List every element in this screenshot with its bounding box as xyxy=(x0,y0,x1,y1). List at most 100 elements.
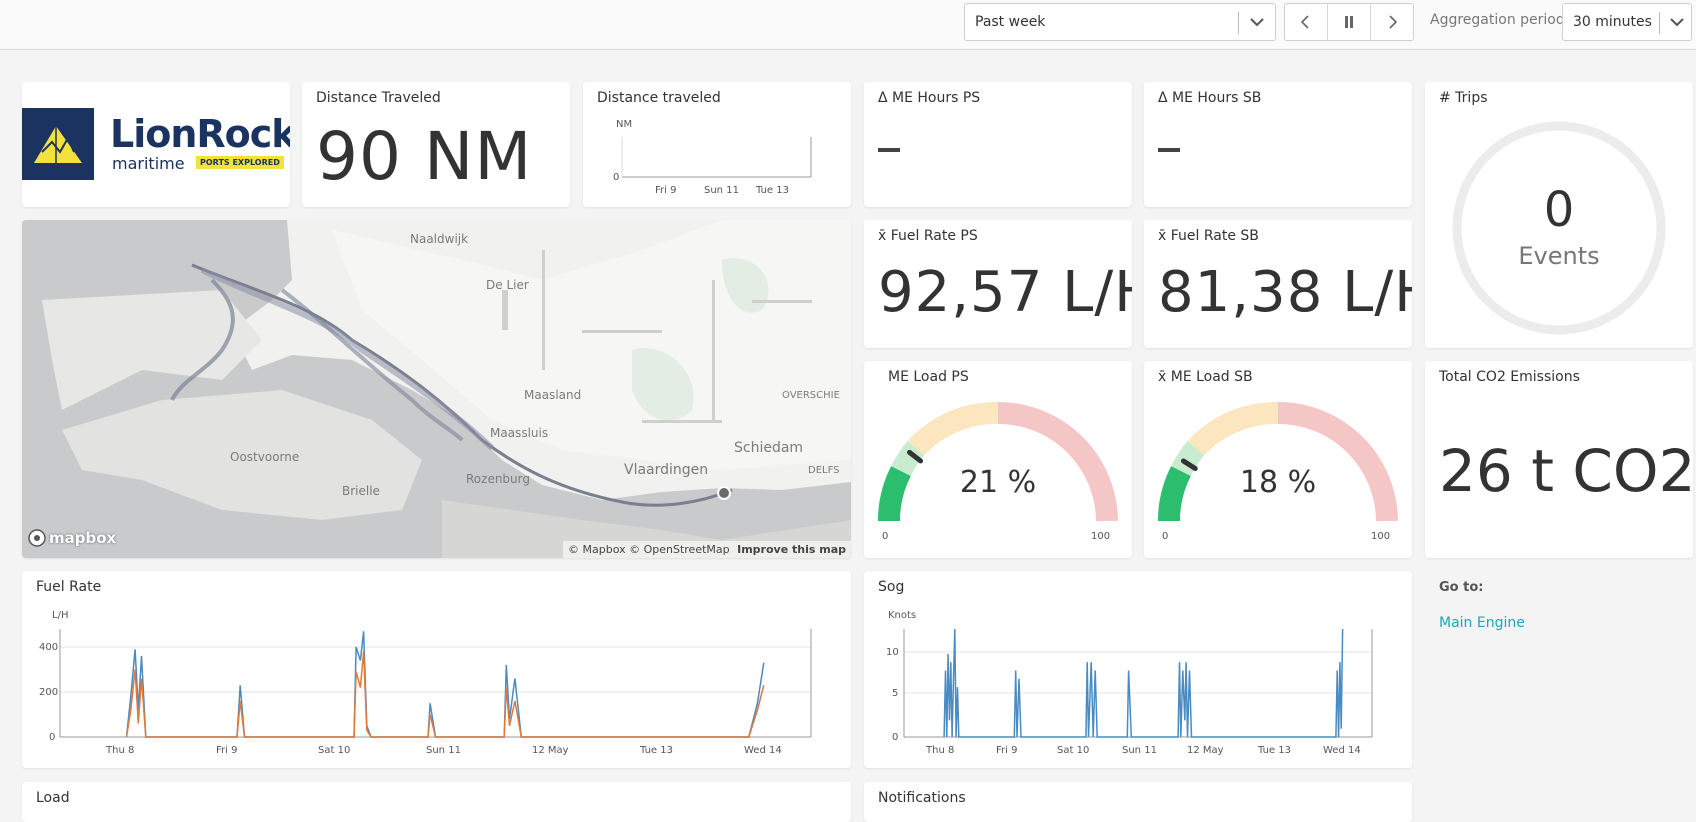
y-tick: 0 xyxy=(49,732,55,743)
map-place-label: DELFS xyxy=(808,465,840,476)
card-title: Total CO2 Emissions xyxy=(1439,369,1580,385)
mapbox-icon xyxy=(28,529,46,547)
card-title: x̄ ME Load SB xyxy=(1158,369,1253,385)
time-nav-group xyxy=(1284,3,1414,41)
x-tick: Sun 11 xyxy=(426,745,461,756)
distance-value: 90 NM xyxy=(316,118,533,195)
sog-chart-card: Sog Knots 10 5 0 Thu 8 Fri 9 Sat 10 Sun … xyxy=(864,571,1412,768)
y-tick: 400 xyxy=(39,642,58,653)
x-tick: Thu 8 xyxy=(105,745,134,756)
me-hours-ps-card: Δ ME Hours PS xyxy=(864,82,1132,207)
previous-period-button[interactable] xyxy=(1285,4,1328,40)
gauge-needle xyxy=(1180,458,1198,471)
x-tick: Fri 9 xyxy=(216,745,237,756)
x-tick: Sat 10 xyxy=(1057,745,1089,756)
next-period-button[interactable] xyxy=(1371,4,1413,40)
card-title: Δ ME Hours SB xyxy=(1158,90,1262,106)
fuel-rate-sb-value: 81,38 L/H xyxy=(1158,260,1412,325)
chevron-down-icon[interactable] xyxy=(1245,10,1269,34)
map-place-label: Rozenburg xyxy=(466,472,530,486)
card-title: Notifications xyxy=(878,790,966,806)
card-title: Δ ME Hours PS xyxy=(878,90,981,106)
distance-chart: NM 0 Fri 9 Sun 11 Tue 13 xyxy=(613,119,812,196)
no-value-dash xyxy=(878,148,900,152)
me-load-sb-value: 18 % xyxy=(1239,465,1317,500)
y-axis-unit: L/H xyxy=(52,610,68,621)
x-tick: Sat 10 xyxy=(318,745,350,756)
goto-label: Go to: xyxy=(1439,580,1484,595)
y-tick: 10 xyxy=(886,647,899,658)
time-range-value: Past week xyxy=(975,14,1046,30)
gauge-min: 0 xyxy=(882,531,888,542)
pause-icon xyxy=(1345,16,1353,28)
card-title: # Trips xyxy=(1439,90,1488,106)
x-tick: Fri 9 xyxy=(996,745,1017,756)
x-tick: Wed 14 xyxy=(1323,745,1361,756)
me-load-sb-card: x̄ ME Load SB 0 100 18 % xyxy=(1144,361,1412,558)
brand-sub: maritime xyxy=(112,154,185,173)
aggregation-value: 30 minutes xyxy=(1573,14,1652,30)
card-title: Distance traveled xyxy=(597,90,721,106)
x-tick: Fri 9 xyxy=(655,185,676,196)
aggregation-select[interactable]: 30 minutes xyxy=(1562,3,1692,41)
no-value-dash xyxy=(1158,148,1180,152)
time-range-select[interactable]: Past week xyxy=(964,3,1276,41)
x-tick: Sun 11 xyxy=(704,185,739,196)
x-ticks: Thu 8 Fri 9 Sat 10 Sun 11 12 May Tue 13 … xyxy=(925,745,1361,756)
series-line-1 xyxy=(943,628,1344,738)
sog-chart[interactable]: Knots 10 5 0 Thu 8 Fri 9 Sat 10 Sun 11 1… xyxy=(864,571,1412,768)
fuel-rate-chart-card: Fuel Rate L/H 400 200 0 Thu 8 Fri 9 Sat … xyxy=(22,571,851,768)
x-tick: Sun 11 xyxy=(1122,745,1157,756)
gauge-needle xyxy=(907,449,924,464)
notifications-card: Notifications xyxy=(864,782,1412,822)
card-title: Sog xyxy=(878,579,905,595)
improve-map-link[interactable]: Improve this map xyxy=(737,543,846,556)
gauge-min: 0 xyxy=(1162,531,1168,542)
card-title: ME Load PS xyxy=(888,369,969,385)
map-place-label: Maasland xyxy=(524,388,582,402)
fuel-rate-ps-value: 92,57 L/H xyxy=(878,260,1132,325)
y-axis-unit: NM xyxy=(616,119,632,130)
chevron-left-icon xyxy=(1300,15,1309,29)
load-chart-card: Load xyxy=(22,782,851,822)
co2-value: 26 t CO2 xyxy=(1439,437,1693,505)
fuel-rate-ps-card: x̄ Fuel Rate PS 92,57 L/H xyxy=(864,220,1132,348)
main-engine-link[interactable]: Main Engine xyxy=(1439,615,1525,631)
map-place-label: Oostvoorne xyxy=(230,450,300,464)
x-tick: Tue 13 xyxy=(639,745,673,756)
me-load-sb-gauge: 0 100 xyxy=(1157,402,1398,542)
fuel-rate-chart[interactable]: L/H 400 200 0 Thu 8 Fri 9 Sat 10 Sun 11 … xyxy=(22,571,851,768)
distance-card: Distance Traveled 90 NM xyxy=(302,82,570,207)
x-tick: Tue 13 xyxy=(1257,745,1291,756)
series-layer xyxy=(125,631,765,738)
gauge-max: 100 xyxy=(1091,531,1110,542)
card-title: Fuel Rate xyxy=(36,579,102,595)
y-axis-unit: Knots xyxy=(888,610,916,621)
co2-card: Total CO2 Emissions 26 t CO2 xyxy=(1425,361,1693,558)
map-place-label: OVERSCHIE xyxy=(782,390,840,401)
me-load-ps-card: ME Load PS 0 100 21 % xyxy=(864,361,1132,558)
logo-card: LionRock maritime PORTS EXPLORED xyxy=(22,82,290,207)
x-tick: 12 May xyxy=(532,745,569,756)
map-canvas[interactable] xyxy=(22,220,851,558)
pause-button[interactable] xyxy=(1328,4,1371,40)
y-tick: 0 xyxy=(892,732,898,743)
chevron-down-icon[interactable] xyxy=(1665,10,1689,34)
map-place-label: Maassluis xyxy=(490,426,549,440)
attribution-text[interactable]: © Mapbox © OpenStreetMap xyxy=(568,543,730,556)
brand-tag: PORTS EXPLORED xyxy=(196,156,284,169)
mapbox-logo[interactable]: mapbox xyxy=(28,529,116,547)
me-hours-sb-card: Δ ME Hours SB xyxy=(1144,82,1412,207)
map-place-label: Schiedam xyxy=(734,440,804,456)
fuel-rate-sb-card: x̄ Fuel Rate SB 81,38 L/H xyxy=(1144,220,1412,348)
card-title: x̄ Fuel Rate SB xyxy=(1158,228,1259,244)
map-card[interactable]: Naaldwijk De Lier Maasland Maassluis Oos… xyxy=(22,220,851,558)
me-load-ps-value: 21 % xyxy=(959,465,1037,500)
x-ticks: Thu 8 Fri 9 Sat 10 Sun 11 12 May Tue 13 … xyxy=(105,745,782,756)
select-divider xyxy=(1659,12,1660,34)
series-layer xyxy=(943,628,1344,738)
mapbox-wordmark: mapbox xyxy=(49,529,117,547)
trips-unit: Events xyxy=(1518,242,1600,270)
y-tick: 0 xyxy=(613,172,619,183)
lion-mountain-icon xyxy=(34,126,82,163)
